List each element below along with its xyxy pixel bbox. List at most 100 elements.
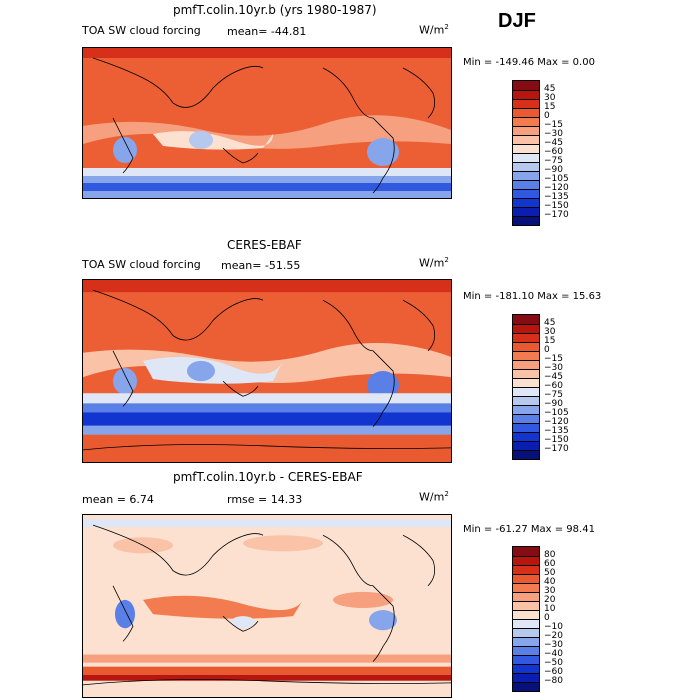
southern-ocean-1 xyxy=(83,176,451,184)
southern-ocean-pos xyxy=(83,654,451,663)
arctic-band xyxy=(83,519,451,528)
cb2-label-10: −105 xyxy=(544,408,569,418)
indian-ocean-pos xyxy=(143,595,303,619)
cb1-cell-12 xyxy=(513,189,539,198)
cb2-label-12: −135 xyxy=(544,426,569,436)
africa-neg xyxy=(115,599,135,629)
panel3-units: W/m2 xyxy=(419,490,449,504)
cb1-cell-11 xyxy=(513,180,539,189)
cb2-cell-7 xyxy=(513,378,539,387)
cb3-label-10: −30 xyxy=(544,640,563,650)
panel1-map-svg xyxy=(83,48,451,198)
africa-cloud xyxy=(113,367,137,395)
panel1-variable: TOA SW cloud forcing xyxy=(82,24,201,37)
cb1-label-10: −105 xyxy=(544,174,569,184)
cb1-cell-9 xyxy=(513,162,539,171)
panel2-variable: TOA SW cloud forcing xyxy=(82,258,201,271)
cb3-cell-8 xyxy=(513,619,539,628)
cb3-label-2: 50 xyxy=(544,568,556,578)
panel1-colorbar xyxy=(512,80,540,226)
cb2-label-7: −60 xyxy=(544,381,563,391)
cb1-cell-8 xyxy=(513,153,539,162)
coastlines xyxy=(83,524,451,686)
cb1-label-3: 0 xyxy=(544,111,550,121)
panel2-title: CERES-EBAF xyxy=(227,238,302,252)
africa-cloud xyxy=(113,137,137,163)
amazon-cloud xyxy=(367,371,399,400)
southern-ocean-3 xyxy=(83,425,451,436)
antarctica xyxy=(83,680,451,697)
panel3-title: pmfT.colin.10yr.b - CERES-EBAF xyxy=(173,470,363,484)
cb2-cell-2 xyxy=(513,333,539,342)
cb3-label-13: −60 xyxy=(544,667,563,677)
cb1-label-12: −135 xyxy=(544,192,569,202)
cb1-cell-4 xyxy=(513,117,539,126)
arctic-band xyxy=(83,48,451,58)
amazon-cloud xyxy=(367,138,399,166)
panel2-map-svg xyxy=(83,280,451,462)
cb3-cell-6 xyxy=(513,601,539,610)
cb1-label-13: −150 xyxy=(544,201,569,211)
cb1-label-7: −60 xyxy=(544,147,563,157)
north-atlantic-pos xyxy=(243,535,323,552)
cb2-cell-3 xyxy=(513,342,539,351)
cb2-cell-11 xyxy=(513,414,539,423)
arctic-band xyxy=(83,280,451,293)
cb1-cell-7 xyxy=(513,144,539,153)
cb2-cell-6 xyxy=(513,369,539,378)
cb2-cell-10 xyxy=(513,405,539,414)
cb1-cell-3 xyxy=(513,108,539,117)
cb2-label-13: −150 xyxy=(544,435,569,445)
cb2-cell-1 xyxy=(513,324,539,333)
cb2-cell-14 xyxy=(513,441,539,450)
australia-neg xyxy=(231,616,255,629)
cb3-label-1: 60 xyxy=(544,559,556,569)
cb1-label-5: −30 xyxy=(544,129,563,139)
panel3-map xyxy=(82,514,452,698)
southern-mid-lat xyxy=(83,393,451,406)
cb1-label-11: −120 xyxy=(544,183,569,193)
panel3-minmax: Min = -61.27 Max = 98.41 xyxy=(463,524,595,535)
cb2-label-0: 45 xyxy=(544,318,556,328)
cb1-cell-13 xyxy=(513,198,539,207)
panel3-colorbar xyxy=(512,546,540,692)
cb2-cell-4 xyxy=(513,351,539,360)
season-label: DJF xyxy=(498,10,536,32)
cb3-cell-5 xyxy=(513,592,539,601)
panel3-map-svg xyxy=(83,515,451,697)
cb1-cell-6 xyxy=(513,135,539,144)
cb2-label-5: −30 xyxy=(544,363,563,373)
tropics-band xyxy=(83,115,451,149)
cb1-cell-14 xyxy=(513,207,539,216)
cb1-cell-15 xyxy=(513,216,539,225)
cb2-label-8: −75 xyxy=(544,390,563,400)
cb3-label-3: 40 xyxy=(544,577,556,587)
cb2-cell-12 xyxy=(513,423,539,432)
cb1-cell-2 xyxy=(513,99,539,108)
cb3-cell-10 xyxy=(513,637,539,646)
cb2-cell-13 xyxy=(513,432,539,441)
cb1-cell-0 xyxy=(513,81,539,90)
panel2-units: W/m2 xyxy=(419,256,449,270)
panel1-title: pmfT.colin.10yr.b (yrs 1980-1987) xyxy=(173,3,377,17)
panel1-mean: mean= -44.81 xyxy=(227,25,307,38)
cb2-label-3: 0 xyxy=(544,345,550,355)
cb3-cell-0 xyxy=(513,547,539,556)
southern-ocean-1 xyxy=(83,403,451,414)
cb3-cell-9 xyxy=(513,628,539,637)
cb3-cell-11 xyxy=(513,646,539,655)
cb3-cell-15 xyxy=(513,682,539,691)
cb1-label-14: −170 xyxy=(544,210,569,220)
panel1-units: W/m2 xyxy=(419,23,449,37)
cb3-label-0: 80 xyxy=(544,550,556,560)
cb3-cell-13 xyxy=(513,664,539,673)
panel1-minmax: Min = -149.46 Max = 0.00 xyxy=(463,57,595,68)
cb3-label-6: 10 xyxy=(544,604,556,614)
panel2-mean: mean= -51.55 xyxy=(221,259,301,272)
cb2-label-4: −15 xyxy=(544,354,563,364)
southern-ocean-2 xyxy=(83,412,451,427)
antarctic-strong-pos xyxy=(83,674,451,681)
cb2-label-1: 30 xyxy=(544,327,556,337)
panel3-mean: mean = 6.74 xyxy=(82,493,154,506)
warm-pool xyxy=(153,131,273,150)
